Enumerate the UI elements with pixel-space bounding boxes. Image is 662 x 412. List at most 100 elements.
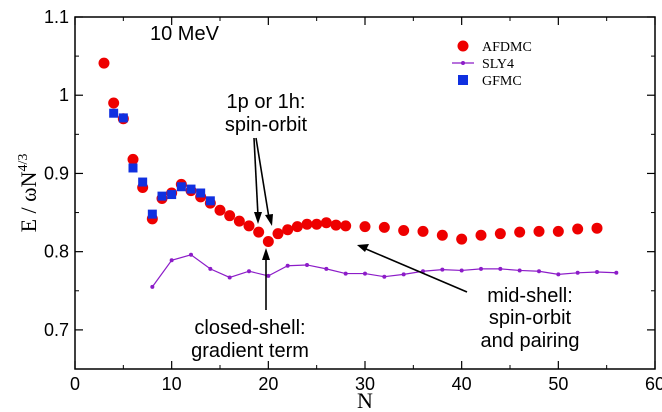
series-line [151, 254, 617, 288]
data-point [285, 263, 290, 268]
data-point [109, 108, 119, 118]
data-point [479, 266, 483, 271]
data-point [169, 258, 174, 263]
data-point [417, 225, 429, 237]
closed-shell-annotation-line1: closed-shell: [194, 317, 305, 339]
closed-shell-annotation-line2: gradient term [191, 340, 309, 362]
svg-text:E / ωN4/3: E / ωN4/3 [16, 154, 41, 233]
legend-afdmc-label: AFDMC [482, 40, 532, 55]
x-tick-label: 0 [70, 374, 80, 394]
data-point [167, 190, 177, 200]
data-point [398, 225, 410, 237]
data-point [459, 268, 464, 273]
data-point [233, 215, 245, 227]
data-point [253, 226, 265, 238]
arrow-mid-shell-head [357, 244, 369, 252]
data-point [291, 221, 303, 233]
legend-sly4-label: SLY4 [482, 57, 514, 72]
data-point [595, 270, 599, 275]
arrow-mid-shell [365, 248, 468, 293]
data-point [305, 262, 309, 267]
plot-frame [74, 16, 656, 370]
data-point [118, 113, 128, 123]
data-point [533, 225, 545, 237]
data-point [227, 275, 232, 280]
spin-orbit-annotation-line1: 1p or 1h: [227, 91, 306, 113]
mid-shell-annotation-line1: mid-shell: [487, 285, 573, 307]
x-tick-label: 10 [162, 374, 182, 394]
series-gfmc [109, 108, 215, 219]
data-point [214, 204, 226, 216]
data-point [301, 218, 313, 230]
data-point [494, 228, 506, 240]
data-point [247, 269, 251, 274]
data-point [614, 270, 619, 275]
data-point [98, 57, 110, 69]
x-tick-label: 20 [258, 374, 278, 394]
data-point [262, 235, 274, 247]
x-tick-label: 60 [645, 374, 662, 394]
data-point [108, 97, 120, 109]
legend: AFDMC SLY4 GFMC [452, 40, 532, 89]
data-point [208, 266, 213, 271]
data-point [514, 226, 526, 238]
legend-afdmc-marker [457, 40, 469, 52]
x-axis-label: N [357, 388, 373, 412]
data-point [157, 191, 167, 201]
data-point [138, 177, 148, 187]
x-tick-label: 30 [355, 374, 375, 394]
data-point [363, 271, 367, 276]
arrow-closed-shell-head [262, 248, 270, 260]
data-point [591, 222, 603, 234]
data-point [575, 270, 580, 275]
data-point [330, 219, 342, 231]
y-tick-label: 0.7 [44, 320, 69, 340]
data-point [282, 224, 294, 236]
x-tick-label: 50 [548, 374, 568, 394]
data-point [186, 184, 196, 194]
arrow-spin-orbit-right [255, 137, 270, 219]
data-point [340, 220, 352, 232]
data-point [127, 153, 139, 165]
y-tick-label: 0.8 [44, 242, 69, 262]
data-point [572, 223, 584, 235]
arrow-spin-orbit-left [253, 137, 259, 217]
data-point [189, 252, 193, 257]
data-point [343, 271, 348, 276]
data-point [176, 182, 186, 192]
data-point [196, 188, 206, 198]
data-point [401, 272, 406, 277]
data-point [556, 272, 561, 277]
data-point [311, 218, 323, 230]
data-point [147, 209, 157, 219]
data-point [440, 267, 445, 272]
energy-annotation: 10 MeV [150, 23, 220, 45]
data-point [224, 210, 236, 222]
data-point [324, 266, 329, 271]
data-point [475, 229, 487, 241]
axis-ticks-layer: 0 10 20 30 40 50 60 0.7 0.8 0.9 1 1.1 [44, 7, 662, 394]
data-point [382, 274, 387, 279]
data-point [517, 268, 522, 273]
annotation-arrows [253, 137, 468, 310]
data-point [272, 228, 284, 240]
y-tick-label: 0.9 [44, 163, 69, 183]
data-point [150, 284, 155, 289]
data-point [266, 273, 271, 278]
legend-gfmc-marker [458, 75, 468, 85]
data-point [378, 221, 390, 233]
data-point [243, 220, 255, 232]
mid-shell-annotation-line2: spin-orbit [489, 307, 572, 329]
y-axis-label: E / ωN4/3 [16, 154, 41, 233]
data-point [205, 196, 215, 206]
data-point [320, 217, 332, 229]
spin-orbit-annotation-line2: spin-orbit [225, 114, 308, 136]
arrow-spin-orbit-right-head [265, 214, 273, 226]
data-point [359, 221, 371, 233]
data-point [552, 225, 564, 237]
legend-sly4-marker [461, 61, 465, 65]
data-point [456, 233, 468, 245]
series-layer [98, 57, 619, 289]
y-tick-label: 1 [59, 85, 69, 105]
